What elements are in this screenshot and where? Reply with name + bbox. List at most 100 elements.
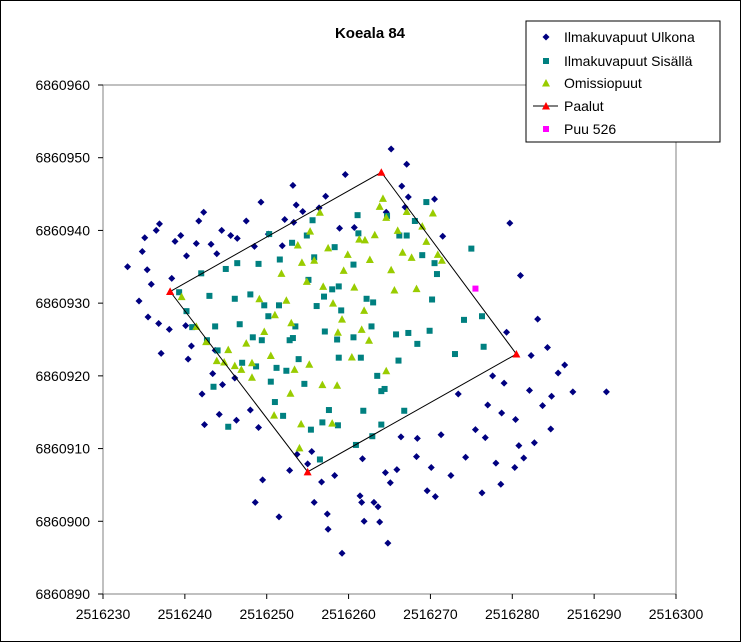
legend-label-paalut: Paalut bbox=[564, 98, 604, 114]
ulkona-point bbox=[393, 466, 401, 474]
sisalla-point bbox=[210, 383, 217, 390]
ulkona-point bbox=[447, 471, 455, 479]
ulkona-point bbox=[569, 388, 577, 396]
ulkona-point bbox=[168, 274, 176, 282]
sisalla-point bbox=[374, 372, 381, 379]
ulkona-point bbox=[255, 423, 263, 431]
omissiopuut-point bbox=[282, 296, 291, 304]
sisalla-point bbox=[283, 367, 290, 374]
ulkona-point bbox=[439, 232, 447, 240]
legend-marker-paalut bbox=[542, 102, 550, 110]
ulkona-point bbox=[350, 224, 358, 232]
legend: Ilmakuvapuut Ulkona Ilmakuvapuut Sisällä… bbox=[525, 20, 721, 143]
sisalla-point bbox=[266, 231, 273, 238]
ulkona-point bbox=[219, 381, 227, 389]
sisalla-point bbox=[258, 337, 265, 344]
omissiopuut-point bbox=[247, 373, 256, 381]
sisalla-point bbox=[378, 421, 385, 428]
omissiopuut-point bbox=[357, 325, 366, 333]
ulkona-point bbox=[278, 242, 286, 250]
ulkona-point bbox=[462, 453, 470, 461]
ulkona-point bbox=[413, 434, 421, 442]
ulkona-point bbox=[227, 232, 235, 240]
omissiopuut-point bbox=[355, 235, 364, 243]
ulkona-point bbox=[534, 315, 542, 323]
ulkona-point bbox=[437, 431, 445, 439]
sisalla-point bbox=[433, 271, 440, 278]
x-tick-label: 2516280 bbox=[485, 606, 540, 622]
omissiopuut-point bbox=[338, 315, 347, 323]
ulkona-point bbox=[387, 145, 395, 153]
ulkona-point bbox=[155, 220, 163, 228]
omissiopuut-point bbox=[333, 381, 342, 389]
omissiopuut-point bbox=[315, 208, 324, 216]
y-tick-label: 6860920 bbox=[35, 368, 90, 384]
sisalla-point bbox=[292, 323, 299, 330]
sisalla-point bbox=[271, 399, 278, 406]
omissiopuut-point bbox=[390, 286, 399, 294]
omissiopuut-point bbox=[277, 269, 286, 277]
omissiopuut-point bbox=[378, 194, 387, 202]
sisalla-point bbox=[313, 303, 320, 310]
omissiopuut-point bbox=[422, 237, 431, 245]
ulkona-point bbox=[177, 232, 185, 240]
ulkona-point bbox=[356, 492, 364, 500]
sisalla-point bbox=[198, 270, 205, 277]
omissiopuut-point bbox=[360, 306, 369, 314]
ulkona-point bbox=[358, 498, 366, 506]
ulkona-point bbox=[530, 439, 538, 447]
sisalla-point bbox=[236, 321, 243, 328]
omissiopuut-point bbox=[270, 310, 279, 319]
ulkona-point bbox=[381, 469, 389, 477]
omissiopuut-point bbox=[177, 292, 186, 301]
sisalla-point bbox=[234, 260, 241, 267]
sisalla-point bbox=[286, 337, 293, 344]
ulkona-point bbox=[124, 263, 132, 271]
ulkona-point bbox=[192, 240, 200, 248]
sisalla-point bbox=[309, 217, 316, 224]
ulkona-point bbox=[304, 460, 312, 468]
ulkona-point bbox=[527, 351, 535, 359]
sisalla-point bbox=[183, 308, 190, 315]
ulkona-point bbox=[403, 160, 411, 168]
ulkona-point bbox=[233, 234, 241, 242]
sisalla-point bbox=[368, 323, 375, 330]
ulkona-point bbox=[201, 421, 209, 429]
ulkona-point bbox=[310, 498, 318, 506]
ulkona-point bbox=[431, 493, 439, 501]
ulkona-point bbox=[259, 476, 267, 484]
sisalla-point bbox=[303, 232, 310, 239]
sisalla-point bbox=[289, 239, 296, 246]
ulkona-point bbox=[503, 328, 511, 336]
ulkona-point bbox=[398, 182, 406, 190]
ulkona-point bbox=[554, 369, 562, 377]
ulkona-point bbox=[184, 355, 192, 363]
sisalla-point bbox=[189, 324, 196, 331]
ulkona-point bbox=[374, 503, 382, 511]
x-tick-label: 2516230 bbox=[76, 606, 131, 622]
sisalla-point bbox=[419, 252, 426, 259]
sisalla-point bbox=[478, 313, 485, 320]
ulkona-point bbox=[232, 416, 240, 424]
sisalla-point bbox=[247, 291, 254, 298]
ulkona-point bbox=[386, 479, 394, 487]
ulkona-point bbox=[289, 181, 297, 189]
omissiopuut-point bbox=[286, 389, 295, 397]
ulkona-point bbox=[471, 426, 479, 434]
sisalla-point bbox=[354, 212, 361, 219]
ulkona-point bbox=[165, 325, 173, 333]
sisalla-point bbox=[206, 292, 213, 299]
plot-area bbox=[102, 84, 677, 595]
sisalla-point bbox=[280, 412, 287, 419]
omissiopuut-point bbox=[365, 336, 374, 344]
ulkona-point bbox=[336, 224, 344, 232]
sisalla-point bbox=[214, 347, 221, 354]
sisalla-point bbox=[396, 232, 403, 239]
sisalla-point bbox=[255, 260, 262, 267]
omissiopuut-point bbox=[270, 411, 279, 419]
ulkona-point bbox=[506, 219, 514, 227]
omissiopuut-point bbox=[310, 256, 319, 264]
ulkona-point bbox=[338, 549, 346, 557]
omissiopuut-point bbox=[324, 243, 333, 252]
sisalla-point bbox=[329, 286, 336, 293]
